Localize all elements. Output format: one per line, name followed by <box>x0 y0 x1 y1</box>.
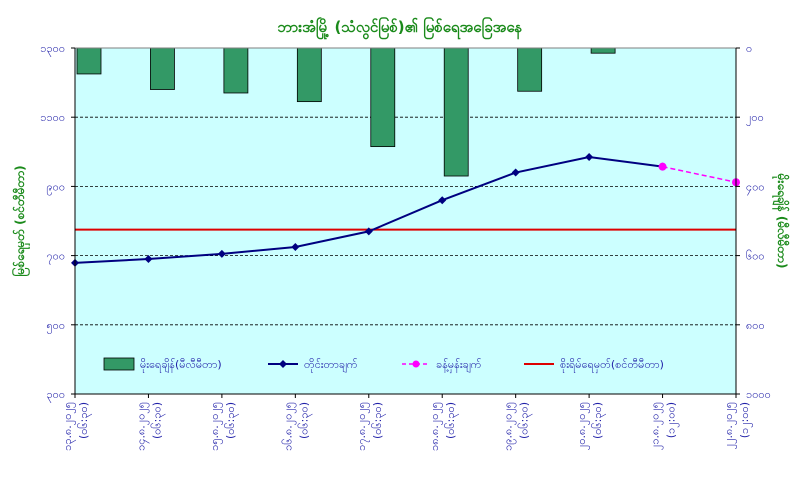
forecast-line <box>662 165 737 183</box>
x-tick-time: (၁၂:၀၀) <box>738 402 753 438</box>
left-tick-label: ၇၀၀ <box>46 250 65 265</box>
plot-background <box>75 48 736 394</box>
x-tick-date: ၁၇.၈.၂၀၂၅ <box>355 402 370 451</box>
measured-point <box>217 249 226 258</box>
x-tick-group: ၁၄.၈.၂၀၂၅ (၀၆:၃၀) <box>134 402 165 451</box>
x-tick-group: ၂၁.၈.၂၀၂၅ (၁၂:၀၀) <box>649 402 680 450</box>
x-tick-date: ၁၅.၈.၂၀၂၅ <box>208 402 223 451</box>
legend-measured-label: တိုင်းတာချက် <box>304 358 358 373</box>
right-axis-title: မိုးရေချိန် (မီလီမီတာ) <box>771 173 791 269</box>
x-tick-date: ၁၆.၈.၂၀၂၅ <box>281 402 296 451</box>
right-tick-label: ၄၀၀ <box>746 180 765 195</box>
left-tick-label: ၃၀၀ <box>46 388 65 403</box>
x-tick-date: ၁၃.၈.၂၀၂၅ <box>61 402 76 451</box>
x-tick-date: ၂၀.၈.၂၀၂၅ <box>575 402 590 450</box>
x-tick-time: (၀၆:၃၀) <box>224 402 239 439</box>
rainfall-bar <box>590 47 616 54</box>
measured-point <box>511 168 520 177</box>
measured-point <box>291 242 300 251</box>
right-tick-label: ၆၀၀ <box>746 250 765 263</box>
x-tick-group: ၁၈.၈.၂၀၂၅ (၀၆:၃၀) <box>428 402 459 451</box>
right-tick-label: ၈၀၀ <box>746 319 765 332</box>
legend-measured-marker <box>279 360 287 368</box>
x-tick-group: ၂၀.၈.၂၀၂၅ (၀၆:၃၀) <box>575 402 606 450</box>
x-tick-group: ၂၂.၈.၂၀၂၅ (၁၂:၀၀) <box>722 402 753 449</box>
right-tick-label: ၁၀၀၀ <box>746 388 771 401</box>
rainfall-bar <box>517 47 543 92</box>
x-tick-time: (၀၆:၃၀) <box>77 402 92 439</box>
left-tick-label: ၉၀၀ <box>46 180 65 195</box>
x-tick-time: (၀၆:၃၀) <box>591 402 606 439</box>
x-tick-time: (၀၆:၃၀) <box>297 402 312 439</box>
rainfall-bar <box>223 47 249 94</box>
x-tick-time: (၀၆:၃၀) <box>150 402 165 439</box>
left-tick-label: ၅၀၀ <box>46 319 65 334</box>
x-tick-group: ၁၉.၈.၂၀၂၅ (၀၆:၃၀) <box>502 402 533 451</box>
rainfall-bar <box>370 47 396 148</box>
x-tick-date: ၂၁.၈.၂၀၂၅ <box>649 402 664 450</box>
measured-point <box>364 227 373 236</box>
x-tick-time: (၁၂:၀၀) <box>665 402 680 438</box>
x-tick-group: ၁၃.၈.၂၀၂၅ (၀၆:၃၀) <box>61 402 92 451</box>
x-tick-time: (၀၆:၃၀) <box>518 402 533 439</box>
rainfall-bar <box>150 47 175 90</box>
x-tick-group: ၁၅.၈.၂၀၂၅ (၀၆:၃၀) <box>208 402 239 451</box>
right-tick-label: ၀ <box>746 42 752 55</box>
x-tick-date: ၂၂.၈.၂၀၂၅ <box>722 402 737 449</box>
rainfall-bar <box>443 47 469 177</box>
rainfall-bar <box>76 47 102 75</box>
x-tick-date: ၁၈.၈.၂၀၂၅ <box>428 402 443 451</box>
x-tick-date: ၁၉.၈.၂၀၂၅ <box>502 402 517 451</box>
legend-forecast-marker <box>412 360 420 368</box>
legend-forecast-label: ခန့်မှန်းချက် <box>436 358 482 373</box>
right-tick-label: ၂၀၀ <box>746 111 764 126</box>
forecast-point <box>658 162 667 171</box>
chart-title: ဘားအံမြို့ (သံလွင်မြစ်)၏ မြစ်ရေအခြေအနေ <box>278 16 523 40</box>
x-tick-date: ၁၄.၈.၂၀၂၅ <box>134 402 149 451</box>
x-tick-time: (၀၆:၃၀) <box>371 402 386 439</box>
legend-rain-swatch <box>103 357 135 371</box>
left-tick-label: ၁၁၀၀ <box>40 111 65 124</box>
x-tick-time: (၀၆:၃၀) <box>444 402 459 439</box>
left-axis-title: မြစ်ရေမှတ် (စင်တီမီတာ) <box>10 165 31 276</box>
rainfall-bar <box>296 47 322 103</box>
x-tick-group: ၁၆.၈.၂၀၂၅ (၀၆:၃၀) <box>281 402 312 451</box>
legend-warning-label: စိုးရိမ်ရေမှတ်(စင်တီမီတာ) <box>560 358 664 373</box>
left-tick-label: ၁၃၀၀ <box>40 42 65 57</box>
x-tick-group: ၁၇.၈.၂၀၂၅ (၀၆:၃၀) <box>355 402 386 451</box>
measured-point <box>144 255 153 264</box>
legend-rain-label: မိုးရေချိန်(မီလီမီတာ) <box>140 358 222 373</box>
measured-point <box>585 152 594 161</box>
plot-area: ၃၀၀ ၅၀၀ ၇၀၀ ၉၀၀ ၁၁၀၀ ၁၃၀၀ ၀၂၀၀၄၀၀၆၀၀၈၀၀၁၀၀၀၁၃.… <box>10 42 791 451</box>
measured-point <box>438 196 447 205</box>
